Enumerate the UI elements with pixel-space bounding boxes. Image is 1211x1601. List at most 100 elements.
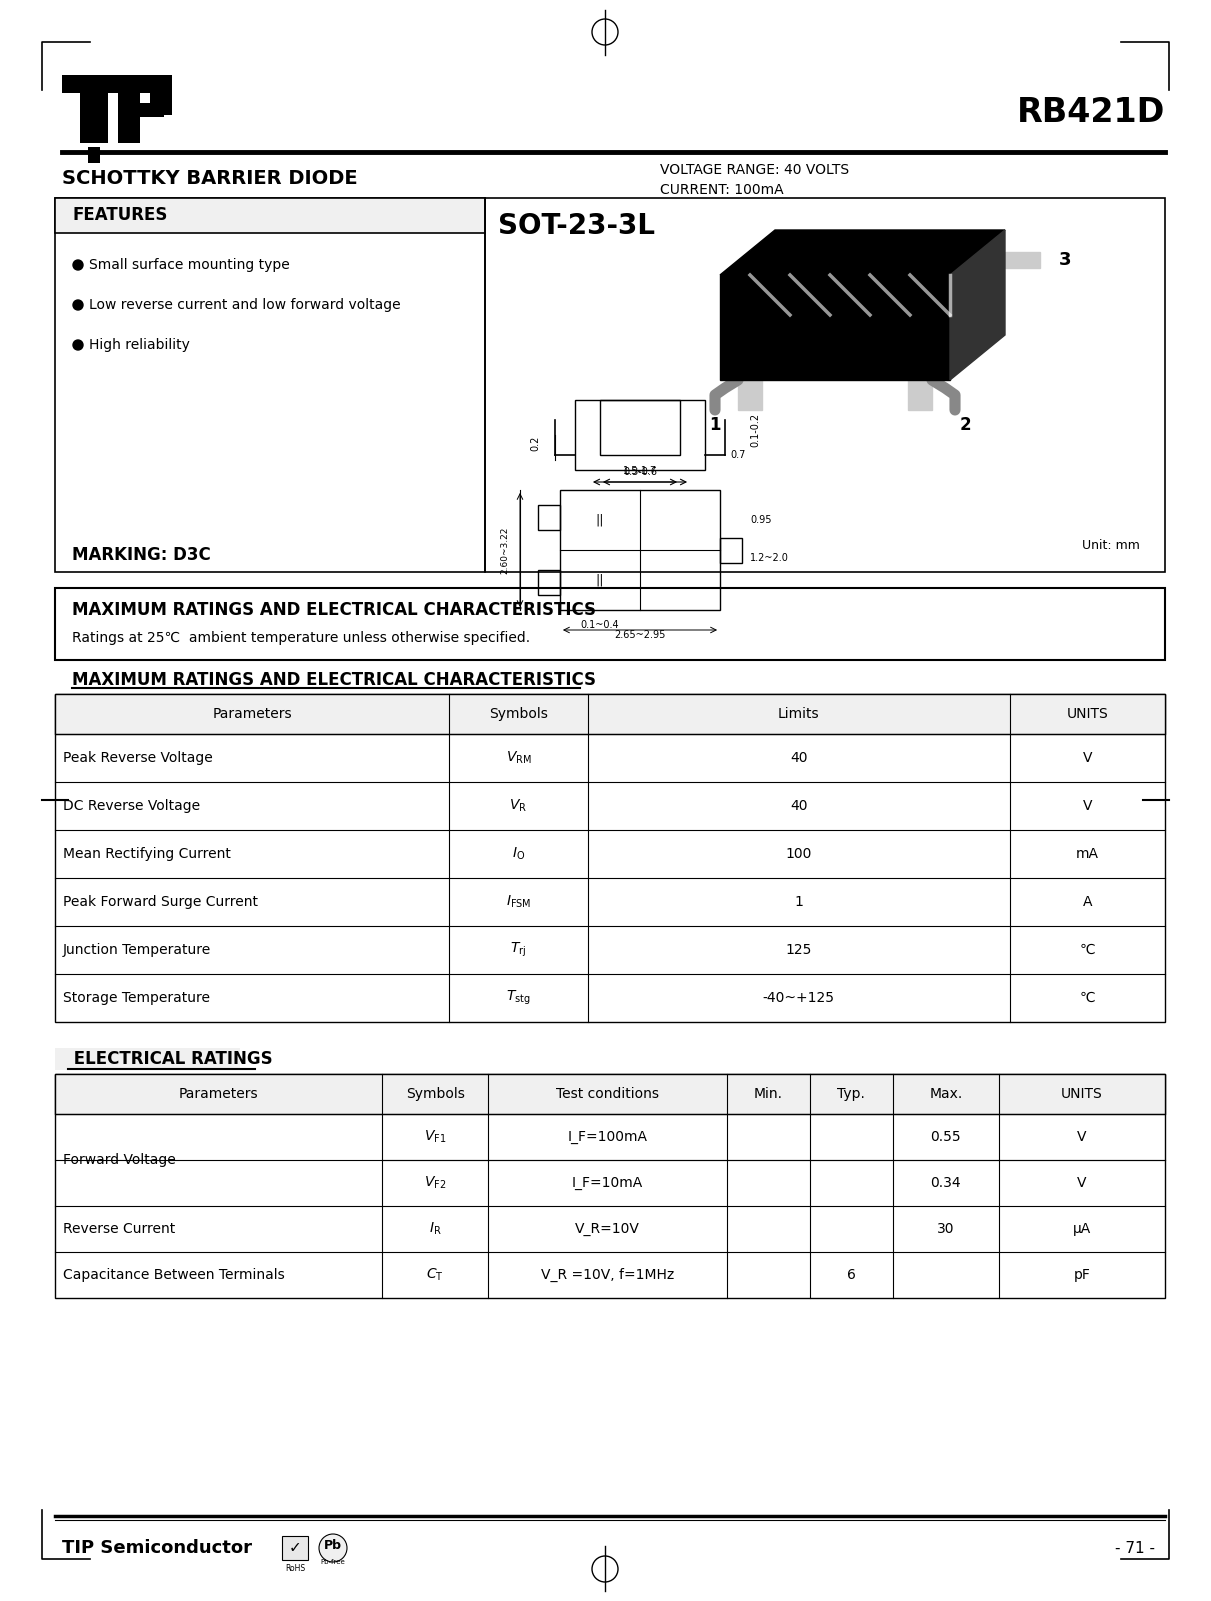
Text: Ratings at 25℃  ambient temperature unless otherwise specified.: Ratings at 25℃ ambient temperature unles… [71, 631, 530, 645]
Text: UNITS: UNITS [1061, 1087, 1103, 1101]
Text: 0.3-0.6: 0.3-0.6 [622, 467, 658, 477]
Polygon shape [721, 231, 1005, 275]
Text: 30: 30 [937, 1222, 954, 1236]
Text: $T_{\mathrm{rj}}$: $T_{\mathrm{rj}}$ [510, 941, 527, 959]
Bar [88, 147, 101, 163]
Bar [117, 75, 140, 142]
Text: V: V [1077, 1177, 1086, 1190]
Bar [62, 75, 172, 93]
Circle shape [73, 299, 84, 311]
Bar [538, 570, 559, 596]
Bar [117, 75, 172, 93]
Polygon shape [1005, 251, 1040, 267]
Bar [117, 102, 163, 117]
Text: MAXIMUM RATINGS AND ELECTRICAL CHARACTERISTICS: MAXIMUM RATINGS AND ELECTRICAL CHARACTER… [71, 671, 596, 688]
Text: $I_{\mathrm{R}}$: $I_{\mathrm{R}}$ [429, 1222, 442, 1238]
Bar [559, 490, 721, 610]
Text: 0.1-0.2: 0.1-0.2 [750, 413, 761, 447]
Text: - 71 -: - 71 - [1115, 1540, 1155, 1556]
Bar [54, 1074, 1165, 1298]
Bar [150, 75, 172, 115]
Text: $V_{\mathrm{R}}$: $V_{\mathrm{R}}$ [510, 797, 528, 815]
Text: MAXIMUM RATINGS AND ELECTRICAL CHARACTERISTICS: MAXIMUM RATINGS AND ELECTRICAL CHARACTER… [71, 600, 596, 620]
Text: Pb-free: Pb-free [321, 1559, 345, 1566]
Text: High reliability: High reliability [88, 338, 190, 352]
Text: V_R =10V, f=1MHz: V_R =10V, f=1MHz [540, 1268, 673, 1282]
Text: V_R=10V: V_R=10V [575, 1222, 639, 1236]
Text: 100: 100 [786, 847, 811, 861]
Text: $V_{\mathrm{RM}}$: $V_{\mathrm{RM}}$ [505, 749, 532, 767]
Bar [575, 400, 705, 471]
Polygon shape [721, 275, 949, 379]
Text: ℃: ℃ [1079, 943, 1095, 957]
Text: Forward Voltage: Forward Voltage [63, 1153, 176, 1167]
Text: Peak Reverse Voltage: Peak Reverse Voltage [63, 751, 213, 765]
Polygon shape [949, 231, 1005, 379]
Text: 0.34: 0.34 [930, 1177, 962, 1190]
Text: RB421D: RB421D [1016, 96, 1165, 128]
Text: V: V [1083, 751, 1092, 765]
Text: SOT-23-3L: SOT-23-3L [498, 211, 655, 240]
Text: 0.95: 0.95 [750, 516, 771, 525]
Bar [54, 1074, 1165, 1114]
Text: $V_{\mathrm{F2}}$: $V_{\mathrm{F2}}$ [424, 1175, 447, 1191]
Text: Min.: Min. [753, 1087, 782, 1101]
Text: CURRENT: 100mA: CURRENT: 100mA [660, 183, 784, 197]
Text: Parameters: Parameters [179, 1087, 258, 1101]
Text: Peak Forward Surge Current: Peak Forward Surge Current [63, 895, 258, 909]
Text: FEATURES: FEATURES [71, 207, 167, 224]
Text: Capacitance Between Terminals: Capacitance Between Terminals [63, 1268, 285, 1282]
Text: $I_{\mathrm{FSM}}$: $I_{\mathrm{FSM}}$ [506, 893, 532, 911]
Text: 3: 3 [1058, 251, 1072, 269]
Text: Storage Temperature: Storage Temperature [63, 991, 210, 1005]
Bar [54, 199, 484, 572]
Bar [538, 504, 559, 530]
Text: mA: mA [1075, 847, 1098, 861]
Bar [54, 588, 1165, 660]
Text: 2.60~3.22: 2.60~3.22 [500, 527, 510, 573]
Bar [140, 117, 172, 142]
Text: 125: 125 [786, 943, 811, 957]
Bar [140, 93, 150, 102]
Text: 0.2: 0.2 [530, 435, 540, 451]
Text: 1.2~2.0: 1.2~2.0 [750, 552, 788, 564]
Text: DC Reverse Voltage: DC Reverse Voltage [63, 799, 200, 813]
Bar [282, 1535, 308, 1559]
Text: 0.55: 0.55 [930, 1130, 962, 1145]
Text: $T_{\mathrm{stg}}$: $T_{\mathrm{stg}}$ [506, 989, 530, 1007]
Bar [484, 199, 1165, 572]
Text: TIP Semiconductor: TIP Semiconductor [62, 1539, 252, 1558]
Text: ℃: ℃ [1079, 991, 1095, 1005]
Bar [54, 1049, 240, 1069]
Text: Unit: mm: Unit: mm [1083, 538, 1140, 551]
Polygon shape [737, 379, 762, 410]
Text: I_F=10mA: I_F=10mA [572, 1177, 643, 1190]
Text: UNITS: UNITS [1067, 708, 1108, 720]
Text: Symbols: Symbols [406, 1087, 465, 1101]
Text: Pb: Pb [325, 1539, 342, 1551]
Text: 40: 40 [790, 751, 808, 765]
Text: MARKING: D3C: MARKING: D3C [71, 546, 211, 564]
Text: 1: 1 [710, 416, 721, 434]
Text: 0.1~0.4: 0.1~0.4 [581, 620, 619, 631]
Text: Mean Rectifying Current: Mean Rectifying Current [63, 847, 231, 861]
Text: 40: 40 [790, 799, 808, 813]
Text: Reverse Current: Reverse Current [63, 1222, 176, 1236]
Text: Typ.: Typ. [838, 1087, 866, 1101]
Text: Junction Temperature: Junction Temperature [63, 943, 211, 957]
Text: 1.5-1.7: 1.5-1.7 [622, 466, 658, 475]
Text: ||: || [596, 514, 604, 527]
Polygon shape [908, 379, 932, 410]
Text: $V_{\mathrm{F1}}$: $V_{\mathrm{F1}}$ [424, 1129, 447, 1145]
Text: ||: || [596, 573, 604, 586]
Bar [599, 400, 681, 455]
Text: 0.7: 0.7 [730, 450, 746, 459]
Text: Max.: Max. [929, 1087, 963, 1101]
Text: Test conditions: Test conditions [556, 1087, 659, 1101]
Bar [80, 75, 108, 142]
Bar [54, 693, 1165, 733]
Text: Small surface mounting type: Small surface mounting type [88, 258, 289, 272]
Text: Symbols: Symbols [489, 708, 547, 720]
Circle shape [73, 339, 84, 351]
Text: V: V [1077, 1130, 1086, 1145]
